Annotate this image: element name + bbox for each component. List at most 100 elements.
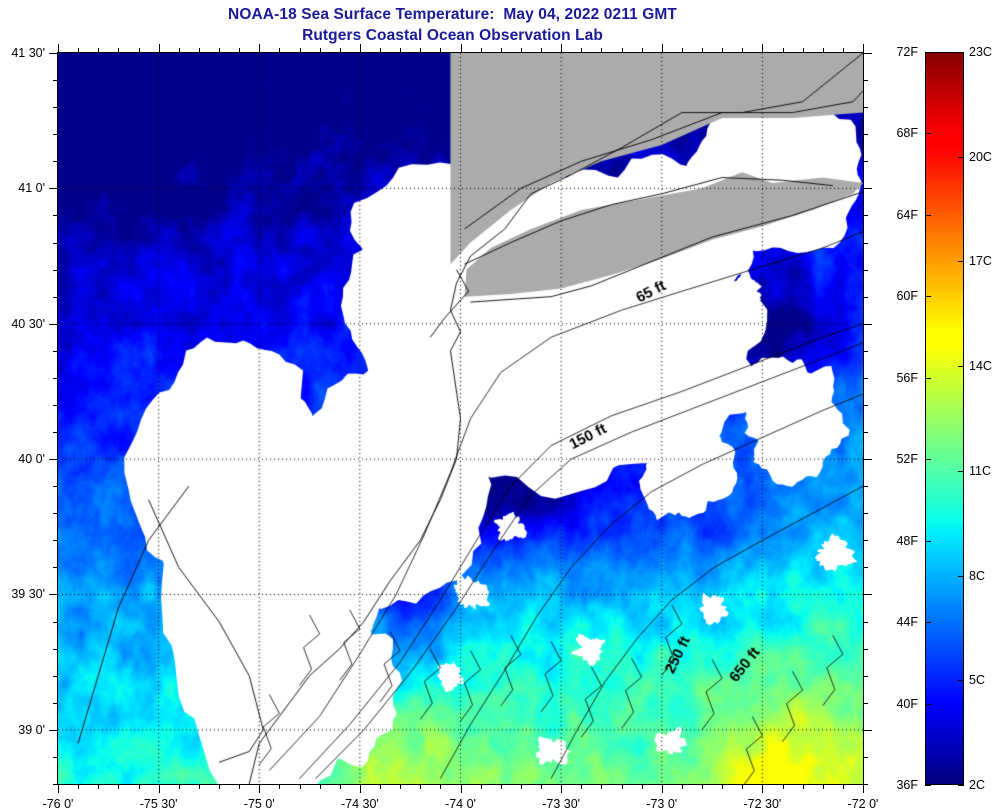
x-tick bbox=[198, 784, 200, 789]
y-tick-right bbox=[863, 215, 868, 217]
x-tick bbox=[400, 784, 402, 789]
x-tick-top bbox=[319, 48, 321, 53]
colorbar-label-c: 8C bbox=[969, 568, 985, 583]
x-tick-top bbox=[380, 48, 381, 53]
x-tick bbox=[118, 784, 120, 789]
x-tick bbox=[279, 784, 281, 789]
x-tick-top bbox=[561, 44, 563, 53]
x-axis-label: -76 0' bbox=[42, 797, 74, 811]
title-line-1: NOAA-18 Sea Surface Temperature: May 04,… bbox=[228, 6, 677, 23]
y-tick bbox=[53, 377, 58, 379]
colorbar-tick-c bbox=[958, 52, 964, 53]
x-tick-top bbox=[400, 48, 402, 53]
y-axis-label: 41 0' bbox=[18, 181, 45, 196]
colorbar-tick-f bbox=[925, 133, 931, 135]
colorbar-label-f: 48F bbox=[896, 533, 918, 548]
colorbar-label-f: 72F bbox=[896, 45, 918, 59]
x-tick-top bbox=[158, 44, 160, 53]
x-tick-top bbox=[722, 48, 724, 53]
y-tick-right bbox=[863, 486, 868, 488]
x-tick-top bbox=[500, 48, 502, 53]
x-tick bbox=[722, 784, 724, 789]
colorbar-tick-f bbox=[925, 459, 931, 461]
colorbar-tick-c bbox=[958, 366, 964, 368]
x-tick-top bbox=[742, 48, 744, 53]
colorbar-tick-c bbox=[958, 680, 964, 682]
y-tick bbox=[53, 702, 58, 704]
colorbar-tick-c bbox=[958, 261, 964, 263]
y-tick-right bbox=[863, 621, 868, 623]
x-tick-top bbox=[339, 48, 341, 53]
x-tick bbox=[460, 784, 462, 793]
x-tick bbox=[178, 784, 180, 789]
x-tick bbox=[581, 784, 583, 789]
colorbar-label-f: 44F bbox=[896, 615, 918, 630]
y-tick-right bbox=[863, 242, 868, 244]
y-tick-right bbox=[863, 296, 868, 298]
x-tick bbox=[138, 784, 140, 789]
x-tick bbox=[259, 784, 261, 793]
x-tick bbox=[520, 784, 522, 789]
y-tick bbox=[53, 784, 58, 785]
x-axis-label: -72 30' bbox=[743, 797, 782, 811]
colorbar-label-c: 14C bbox=[969, 359, 992, 374]
y-axis-label: 40 0' bbox=[18, 452, 45, 467]
x-tick-top bbox=[863, 44, 864, 53]
x-tick-top bbox=[198, 48, 200, 53]
x-tick bbox=[299, 784, 301, 789]
x-tick-top bbox=[460, 44, 462, 53]
y-tick-right bbox=[863, 756, 868, 758]
colorbar-tick-f bbox=[925, 703, 931, 705]
y-tick bbox=[53, 215, 58, 217]
x-tick-top bbox=[178, 48, 180, 53]
y-tick-right bbox=[863, 161, 868, 163]
colorbar-tick-f bbox=[925, 785, 931, 786]
x-tick-top bbox=[78, 48, 80, 53]
x-tick bbox=[480, 784, 482, 789]
x-tick-top bbox=[520, 48, 522, 53]
y-tick bbox=[53, 432, 58, 434]
colorbar-label-c: 5C bbox=[969, 673, 985, 688]
x-tick bbox=[621, 784, 623, 789]
y-axis-label: 41 30' bbox=[11, 46, 45, 60]
y-tick-right bbox=[863, 432, 868, 434]
x-tick bbox=[842, 784, 844, 789]
colorbar-label-f: 36F bbox=[896, 778, 918, 792]
y-tick-right bbox=[863, 404, 868, 406]
title-line-2: Rutgers Coastal Ocean Observation Lab bbox=[302, 27, 603, 44]
x-tick-top bbox=[702, 48, 703, 53]
colorbar-label-f: 52F bbox=[896, 452, 918, 467]
y-tick bbox=[53, 242, 58, 244]
y-tick bbox=[53, 648, 58, 650]
title-block: NOAA-18 Sea Surface Temperature: May 04,… bbox=[0, 4, 905, 46]
y-tick-right bbox=[863, 567, 868, 569]
y-tick-right bbox=[863, 269, 868, 271]
x-tick-top bbox=[822, 48, 824, 53]
y-tick-right bbox=[863, 540, 868, 542]
x-tick-top bbox=[420, 48, 422, 53]
colorbar-tick-f bbox=[925, 52, 931, 53]
x-tick bbox=[440, 784, 442, 789]
x-tick bbox=[661, 784, 663, 793]
colorbar-label-f: 64F bbox=[896, 207, 918, 222]
y-tick bbox=[53, 486, 58, 488]
y-tick bbox=[53, 134, 58, 136]
x-tick-top bbox=[440, 48, 442, 53]
colorbar-label-c: 20C bbox=[969, 149, 992, 164]
colorbar-tick-f bbox=[925, 622, 931, 624]
x-axis-label: -75 30' bbox=[139, 797, 178, 811]
x-tick bbox=[762, 784, 764, 793]
y-tick-right bbox=[863, 188, 872, 190]
x-tick-top bbox=[279, 48, 281, 53]
y-tick bbox=[53, 80, 58, 82]
y-tick-right bbox=[863, 377, 868, 379]
x-tick bbox=[822, 784, 824, 789]
x-tick-top bbox=[480, 48, 482, 53]
y-tick bbox=[53, 350, 58, 352]
x-tick-top bbox=[762, 44, 764, 53]
x-axis-label: -74 0' bbox=[445, 797, 476, 811]
y-tick-right bbox=[863, 53, 872, 54]
y-axis-label: 39 30' bbox=[11, 587, 45, 602]
x-tick bbox=[802, 784, 804, 789]
x-tick bbox=[742, 784, 744, 789]
